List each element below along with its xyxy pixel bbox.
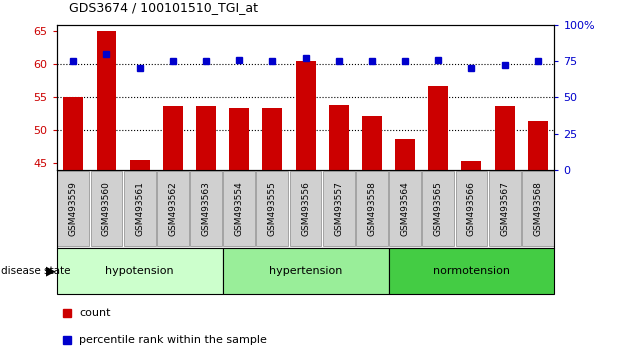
Bar: [163, 106, 183, 170]
FancyBboxPatch shape: [290, 171, 321, 246]
FancyBboxPatch shape: [222, 248, 389, 294]
Text: GSM493555: GSM493555: [268, 181, 277, 236]
Bar: [428, 86, 448, 170]
Text: GSM493557: GSM493557: [335, 181, 343, 236]
Bar: [130, 160, 149, 170]
Bar: [263, 108, 282, 170]
Bar: [96, 32, 117, 170]
FancyBboxPatch shape: [455, 171, 488, 246]
Text: GSM493559: GSM493559: [69, 181, 77, 236]
Text: GSM493568: GSM493568: [534, 181, 542, 236]
Bar: [64, 97, 83, 170]
Text: GSM493554: GSM493554: [235, 182, 244, 236]
FancyBboxPatch shape: [190, 171, 222, 246]
Text: GSM493565: GSM493565: [434, 181, 443, 236]
Bar: [462, 161, 481, 170]
Bar: [362, 116, 382, 170]
Text: GSM493566: GSM493566: [467, 181, 476, 236]
Text: hypotension: hypotension: [105, 266, 174, 276]
Text: GSM493556: GSM493556: [301, 181, 310, 236]
FancyBboxPatch shape: [522, 171, 554, 246]
FancyBboxPatch shape: [256, 171, 289, 246]
Text: GSM493560: GSM493560: [102, 181, 111, 236]
Bar: [295, 61, 316, 170]
FancyBboxPatch shape: [57, 171, 89, 246]
Bar: [395, 139, 415, 170]
Text: GSM493563: GSM493563: [202, 181, 210, 236]
FancyBboxPatch shape: [389, 248, 554, 294]
FancyBboxPatch shape: [356, 171, 388, 246]
FancyBboxPatch shape: [91, 171, 122, 246]
Text: GSM493562: GSM493562: [168, 182, 177, 236]
FancyBboxPatch shape: [489, 171, 520, 246]
Text: GSM493567: GSM493567: [500, 181, 509, 236]
Text: GDS3674 / 100101510_TGI_at: GDS3674 / 100101510_TGI_at: [69, 1, 258, 14]
Text: count: count: [79, 308, 111, 318]
Text: ▶: ▶: [45, 264, 55, 277]
FancyBboxPatch shape: [57, 248, 222, 294]
FancyBboxPatch shape: [123, 171, 156, 246]
Text: GSM493564: GSM493564: [401, 182, 410, 236]
Text: disease state: disease state: [1, 266, 71, 276]
Bar: [329, 104, 348, 170]
FancyBboxPatch shape: [389, 171, 421, 246]
FancyBboxPatch shape: [422, 171, 454, 246]
FancyBboxPatch shape: [223, 171, 255, 246]
FancyBboxPatch shape: [323, 171, 355, 246]
Bar: [495, 106, 515, 170]
Text: GSM493561: GSM493561: [135, 181, 144, 236]
Bar: [528, 121, 547, 170]
Text: GSM493558: GSM493558: [367, 181, 376, 236]
FancyBboxPatch shape: [157, 171, 189, 246]
Text: normotension: normotension: [433, 266, 510, 276]
Text: hypertension: hypertension: [269, 266, 342, 276]
Bar: [229, 108, 249, 170]
Bar: [196, 106, 216, 170]
Text: percentile rank within the sample: percentile rank within the sample: [79, 335, 267, 345]
